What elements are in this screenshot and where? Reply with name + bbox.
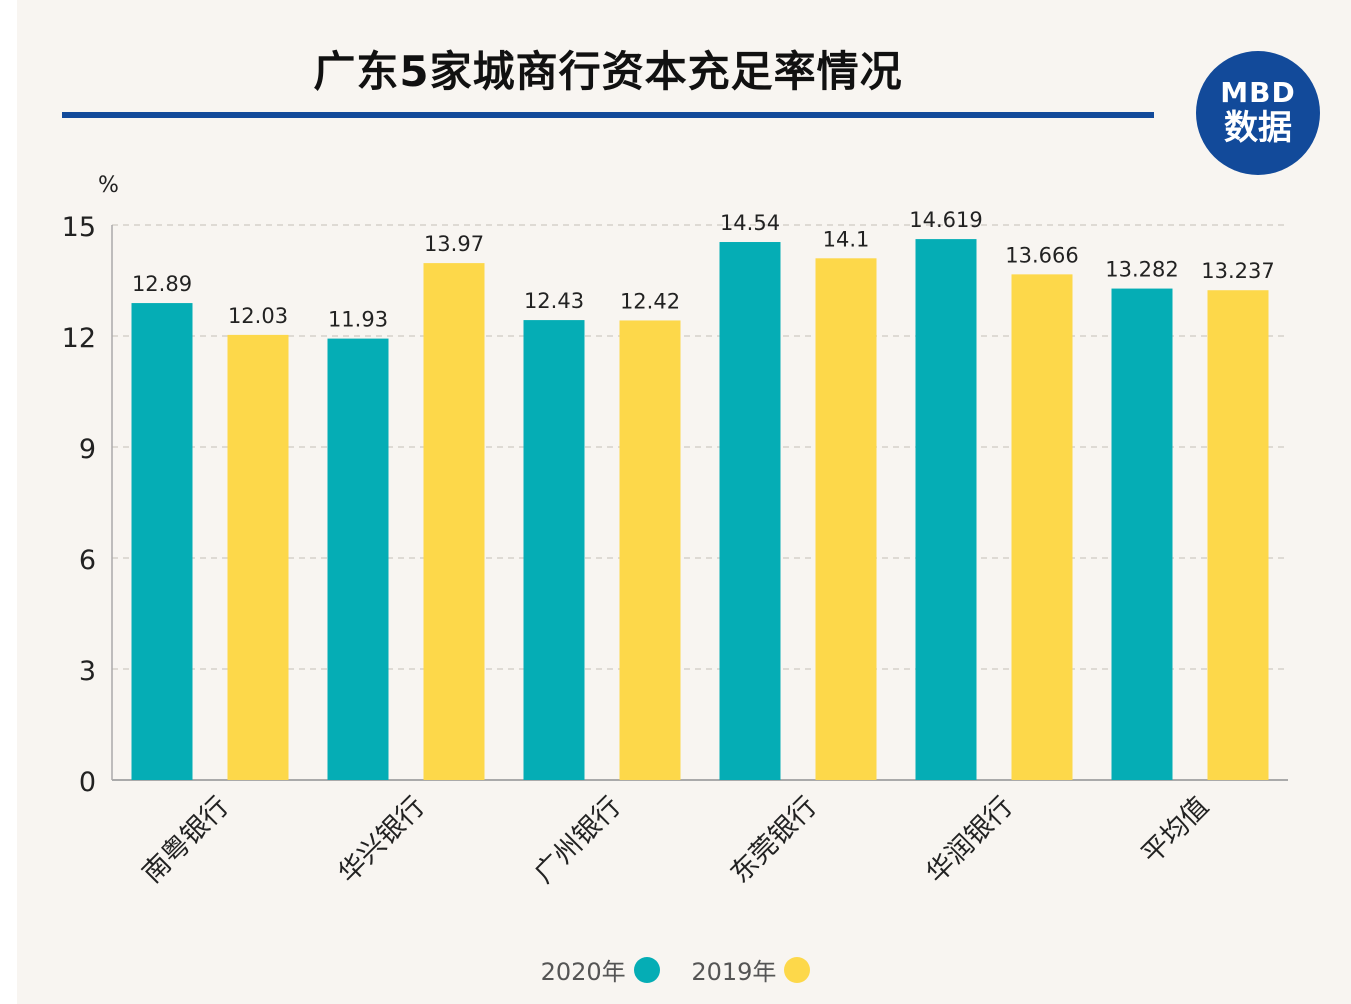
data-label-2019-1: 13.97: [424, 232, 484, 256]
bar-2020-3: [719, 242, 781, 780]
logo-text-top: MBD: [1220, 76, 1296, 109]
data-label-2020-3: 14.54: [720, 211, 780, 235]
data-label-2019-5: 13.237: [1201, 259, 1274, 283]
y-tick-label-0: 0: [79, 767, 96, 798]
bar-2019-4: [1011, 274, 1073, 780]
legend-swatch-2019: [784, 956, 811, 983]
bar-2020-1: [327, 338, 389, 780]
x-category-label-2: 广州银行: [529, 791, 627, 889]
legend: 2020年 2019年: [0, 952, 1351, 987]
y-tick-label-3: 9: [79, 434, 96, 465]
x-category-label-0: 南粤银行: [137, 791, 235, 889]
y-unit-label: %: [98, 173, 119, 198]
y-tick-label-4: 12: [62, 323, 96, 354]
data-label-2019-4: 13.666: [1005, 243, 1078, 267]
chart-title: 广东5家城商行资本充足率情况: [313, 47, 903, 96]
bar-2020-5: [1111, 288, 1173, 780]
x-category-label-5: 平均值: [1136, 791, 1215, 870]
data-label-2020-2: 12.43: [524, 289, 584, 313]
y-tick-label-2: 6: [79, 545, 96, 576]
data-label-2019-3: 14.1: [823, 227, 870, 251]
logo-text-bottom: 数据: [1224, 108, 1292, 148]
data-label-2020-5: 13.282: [1105, 258, 1178, 282]
bar-2019-2: [619, 320, 681, 780]
bar-chart: 0 3 6 9 12 15% 12.89 12.03 南粤银行 11.93 13.97 华兴银行 12.…: [62, 173, 1288, 889]
bar-2020-4: [915, 239, 977, 781]
y-tick-label-5: 15: [62, 212, 96, 243]
legend-label-2020: 2020年: [540, 958, 626, 986]
x-category-label-1: 华兴银行: [333, 791, 431, 889]
bar-2020-0: [131, 303, 193, 780]
bar-2020-2: [523, 320, 585, 780]
data-label-2019-0: 12.03: [228, 304, 288, 328]
y-tick-label-1: 3: [79, 656, 96, 687]
x-category-label-3: 东莞银行: [725, 791, 823, 889]
data-label-2020-4: 14.619: [909, 208, 982, 232]
data-label-2019-2: 12.42: [620, 289, 680, 313]
legend-item-2020: 2020年: [541, 952, 660, 987]
legend-item-2019: 2019年: [691, 952, 811, 987]
x-category-label-4: 华润银行: [921, 791, 1019, 889]
legend-label-2019: 2019年: [691, 958, 777, 986]
bar-2019-0: [227, 334, 289, 780]
bar-2019-3: [815, 258, 877, 780]
data-label-2020-1: 11.93: [328, 308, 388, 332]
legend-swatch-2020: [633, 956, 660, 983]
title-underline: [62, 112, 1154, 118]
data-label-2020-0: 12.89: [132, 272, 192, 296]
nbd-logo: MBD 数据: [1196, 51, 1320, 175]
bar-2019-5: [1207, 290, 1269, 780]
bar-2019-1: [423, 263, 485, 780]
